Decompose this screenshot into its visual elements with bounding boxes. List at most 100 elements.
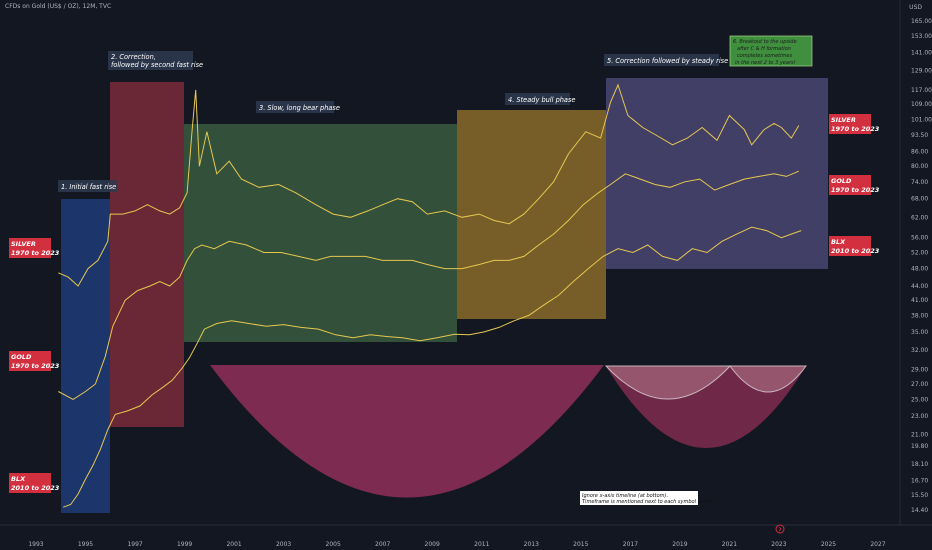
y-tick-label: 109.00 — [911, 101, 932, 108]
phase-1-label-text: 1. Initial fast rise — [61, 183, 116, 191]
y-tick-label: 80.00 — [911, 163, 928, 170]
left-label-gold-line-1: GOLD — [11, 353, 32, 361]
x-tick-label: 2001 — [226, 541, 241, 548]
y-tick-label: 141.00 — [911, 50, 932, 57]
left-label-silver: SILVER 1970 to 2023 — [9, 238, 60, 258]
series-line-blx — [63, 226, 802, 508]
y-tick-label: 35.00 — [911, 329, 928, 336]
phase-2-box — [110, 82, 184, 427]
phase-2-label-line-1: 2. Correction, — [111, 53, 156, 61]
x-tick-label: 2025 — [821, 541, 836, 548]
x-tick-label: 2009 — [425, 541, 440, 548]
y-tick-label: 27.00 — [911, 381, 928, 388]
x-tick-label: 1997 — [127, 541, 142, 548]
series-line-gold — [58, 170, 799, 400]
note-6-line-2: after C & H formation — [737, 46, 791, 52]
phase-5-box — [606, 78, 828, 269]
phase-3-box — [184, 124, 457, 342]
x-tick-label: 1993 — [28, 541, 43, 548]
y-tick-label: 21.00 — [911, 431, 928, 438]
left-label-gold: GOLD 1970 to 2023 — [9, 351, 60, 371]
y-tick-label: 56.00 — [911, 235, 928, 242]
x-tick-label: 2017 — [623, 541, 638, 548]
x-tick-label: 2011 — [474, 541, 489, 548]
left-label-silver-line-2: 1970 to 2023 — [11, 249, 60, 257]
y-tick-label: 25.00 — [911, 396, 928, 403]
y-tick-label: 153.00 — [911, 33, 932, 40]
y-tick-label: 44.00 — [911, 283, 928, 290]
y-tick-label: 16.70 — [911, 477, 928, 484]
phase-2-label-line-2: followed by second fast rise — [111, 61, 203, 69]
x-tick-label: 2015 — [573, 541, 588, 548]
x-tick-label: 2027 — [870, 541, 885, 548]
phase-4-box — [457, 110, 606, 319]
series-line-silver — [58, 83, 800, 287]
y-tick-label: 18.10 — [911, 461, 928, 468]
right-label-silver: SILVER 1970 to 2023 — [829, 114, 880, 134]
y-tick-label: 14.40 — [911, 507, 928, 514]
y-tick-label: 29.00 — [911, 367, 928, 374]
x-tick-label: 1995 — [78, 541, 93, 548]
y-tick-label: 129.00 — [911, 67, 932, 74]
left-label-blx: BLX 2010 to 2023 — [9, 473, 60, 493]
y-tick-label: 117.00 — [911, 87, 932, 94]
note-6-line-1: 6. Breakout to the upside — [733, 39, 797, 45]
y-tick-label: 93.50 — [911, 132, 928, 139]
left-label-blx-line-2: 2010 to 2023 — [11, 484, 60, 492]
right-label-blx: BLX 2010 to 2023 — [829, 236, 880, 256]
x-tick-label: 2013 — [524, 541, 539, 548]
right-label-gold-line-2: 1970 to 2023 — [831, 186, 880, 194]
x-tick-label: 2007 — [375, 541, 390, 548]
left-label-blx-line-1: BLX — [11, 475, 26, 483]
left-label-silver-line-1: SILVER — [11, 240, 36, 248]
y-tick-label: 38.00 — [911, 312, 928, 319]
y-tick-label: 41.00 — [911, 297, 928, 304]
tv-logo-icon[interactable] — [775, 524, 785, 534]
x-tick-label: 2019 — [672, 541, 687, 548]
phase-3-label: 3. Slow, long bear phase — [256, 101, 340, 113]
right-label-silver-line-1: SILVER — [831, 116, 856, 124]
time-axis[interactable]: 1993 1995 1997 1999 2001 2003 2005 2007 2009 2011… — [28, 541, 885, 548]
timeline-note-line-1: Ignore x-axis timeline (at bottom). — [582, 493, 668, 499]
x-tick-label: 2023 — [771, 541, 786, 548]
y-tick-label: 48.00 — [911, 266, 928, 273]
y-tick-label: 52.00 — [911, 250, 928, 257]
price-axis[interactable]: 165.00 153.00 141.00 129.00 117.00 109.00 101.… — [911, 18, 932, 514]
y-tick-label: 15.50 — [911, 492, 928, 499]
currency-label: USD — [909, 4, 922, 11]
handle-arc-left — [604, 365, 732, 400]
note-6-line-3: completes sometimes — [737, 53, 792, 59]
chart-title: CFDs on Gold (US$ / OZ), 12M, TVC — [5, 3, 112, 10]
x-tick-label: 1999 — [177, 541, 192, 548]
right-label-blx-line-2: 2010 to 2023 — [831, 247, 880, 255]
x-tick-label: 2021 — [722, 541, 737, 548]
timeline-note-line-2: Timeframe is mentioned next to each symb… — [582, 499, 715, 505]
timeline-note: Ignore x-axis timeline (at bottom). Time… — [580, 491, 715, 505]
phase-1-label: 1. Initial fast rise — [58, 180, 117, 192]
left-label-gold-line-2: 1970 to 2023 — [11, 362, 60, 370]
cup-arc — [210, 365, 604, 498]
phase-5-label: 5. Correction followed by steady rise — [604, 54, 728, 66]
note-6-line-4: in the next 2 to 3 years! — [735, 60, 796, 66]
phase-2-label: 2. Correction, followed by second fast r… — [108, 51, 203, 70]
phase-4-label-text: 4. Steady bull phase — [508, 96, 575, 104]
phase-5-label-text: 5. Correction followed by steady rise — [607, 57, 728, 65]
y-tick-label: 23.00 — [911, 413, 928, 420]
right-label-blx-line-1: BLX — [831, 238, 846, 246]
phase-3-label-text: 3. Slow, long bear phase — [259, 104, 340, 112]
phase-1-box — [61, 199, 110, 513]
y-tick-label: 101.00 — [911, 116, 932, 123]
right-label-gold: GOLD 1970 to 2023 — [829, 175, 880, 195]
y-tick-label: 165.00 — [911, 18, 932, 25]
x-tick-label: 2003 — [276, 541, 291, 548]
y-tick-label: 19.80 — [911, 443, 928, 450]
y-tick-label: 32.00 — [911, 347, 928, 354]
y-tick-label: 68.00 — [911, 196, 928, 203]
right-label-silver-line-2: 1970 to 2023 — [831, 125, 880, 133]
x-tick-label: 2005 — [326, 541, 341, 548]
y-tick-label: 74.00 — [911, 179, 928, 186]
note-6-box: 6. Breakout to the upside after C & H fo… — [729, 35, 813, 67]
right-label-gold-line-1: GOLD — [831, 177, 852, 185]
y-tick-label: 86.00 — [911, 149, 928, 156]
